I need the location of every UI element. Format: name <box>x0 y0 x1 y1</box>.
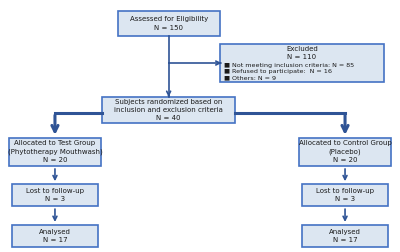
Text: Subjects randomized based on
inclusion and exclusion criteria
N = 40: Subjects randomized based on inclusion a… <box>114 99 223 121</box>
Text: ■ Others: N = 9: ■ Others: N = 9 <box>224 76 276 81</box>
Text: Lost to follow-up
N = 3: Lost to follow-up N = 3 <box>26 188 84 202</box>
Text: Analysed
N = 17: Analysed N = 17 <box>39 229 71 243</box>
FancyBboxPatch shape <box>299 138 391 166</box>
Text: ■ Refused to participate:  N = 16: ■ Refused to participate: N = 16 <box>224 69 332 74</box>
Text: Assessed for Eligibility
N = 150: Assessed for Eligibility N = 150 <box>130 16 208 31</box>
FancyBboxPatch shape <box>302 225 388 247</box>
FancyBboxPatch shape <box>220 44 384 82</box>
Text: Allocated to Test Group
(Phytotherapy Mouthwash)
N = 20: Allocated to Test Group (Phytotherapy Mo… <box>8 140 102 164</box>
FancyBboxPatch shape <box>12 184 98 206</box>
Text: Allocated to Control Group
(Placebo)
N = 20: Allocated to Control Group (Placebo) N =… <box>299 140 392 164</box>
Text: ■ Not meeting inclusion criteria: N = 85: ■ Not meeting inclusion criteria: N = 85 <box>224 63 354 68</box>
FancyBboxPatch shape <box>9 138 101 166</box>
FancyBboxPatch shape <box>102 97 235 123</box>
Text: Analysed
N = 17: Analysed N = 17 <box>329 229 361 243</box>
FancyBboxPatch shape <box>12 225 98 247</box>
Text: Lost to follow-up
N = 3: Lost to follow-up N = 3 <box>316 188 374 202</box>
Text: Excluded
N = 110: Excluded N = 110 <box>286 46 318 60</box>
FancyBboxPatch shape <box>118 11 220 36</box>
FancyBboxPatch shape <box>302 184 388 206</box>
